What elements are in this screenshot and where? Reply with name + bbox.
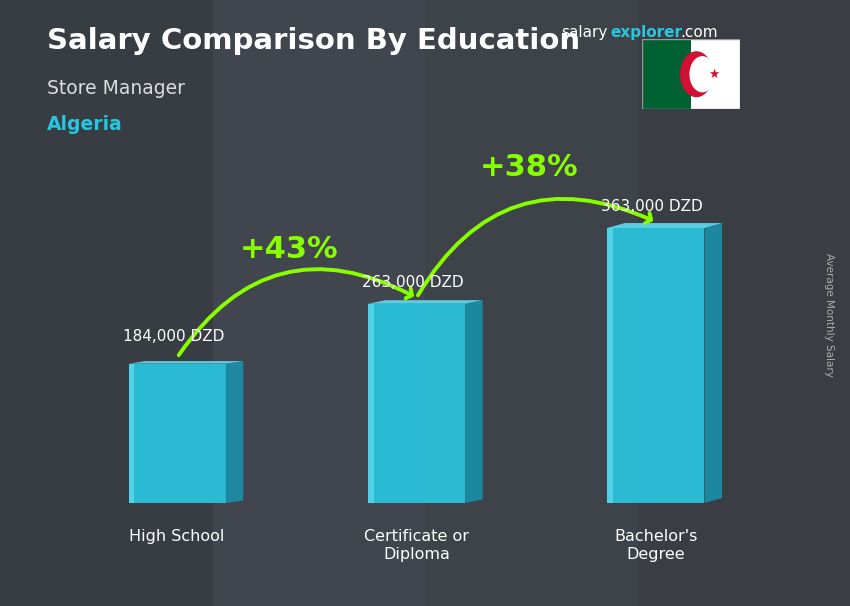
Text: 263,000 DZD: 263,000 DZD — [362, 275, 463, 290]
Text: 184,000 DZD: 184,000 DZD — [122, 329, 224, 344]
Text: explorer: explorer — [610, 25, 683, 41]
Bar — [368, 304, 374, 503]
Polygon shape — [607, 223, 722, 228]
Polygon shape — [226, 361, 243, 503]
Polygon shape — [465, 300, 483, 503]
Polygon shape — [368, 300, 483, 304]
Text: ★: ★ — [708, 68, 719, 81]
Bar — [425, 0, 638, 606]
Polygon shape — [128, 361, 243, 364]
Bar — [368, 304, 465, 503]
Bar — [128, 364, 226, 503]
Text: Algeria: Algeria — [47, 115, 122, 134]
Circle shape — [681, 52, 712, 96]
Bar — [607, 228, 613, 503]
Text: Certificate or
Diploma: Certificate or Diploma — [364, 530, 469, 562]
Bar — [607, 228, 705, 503]
Text: High School: High School — [129, 530, 225, 545]
Bar — [638, 0, 850, 606]
Text: 363,000 DZD: 363,000 DZD — [601, 199, 703, 215]
Bar — [642, 39, 690, 109]
Bar — [0, 0, 212, 606]
Text: Salary Comparison By Education: Salary Comparison By Education — [47, 27, 580, 55]
Polygon shape — [705, 223, 722, 503]
Text: +43%: +43% — [240, 235, 338, 264]
Text: .com: .com — [680, 25, 717, 41]
Bar — [690, 39, 740, 109]
Bar — [128, 364, 134, 503]
Circle shape — [690, 57, 715, 92]
Text: salary: salary — [561, 25, 608, 41]
Text: Bachelor's
Degree: Bachelor's Degree — [615, 530, 698, 562]
Text: Store Manager: Store Manager — [47, 79, 184, 98]
Bar — [212, 0, 638, 606]
Text: Average Monthly Salary: Average Monthly Salary — [824, 253, 834, 377]
Text: +38%: +38% — [479, 153, 578, 182]
